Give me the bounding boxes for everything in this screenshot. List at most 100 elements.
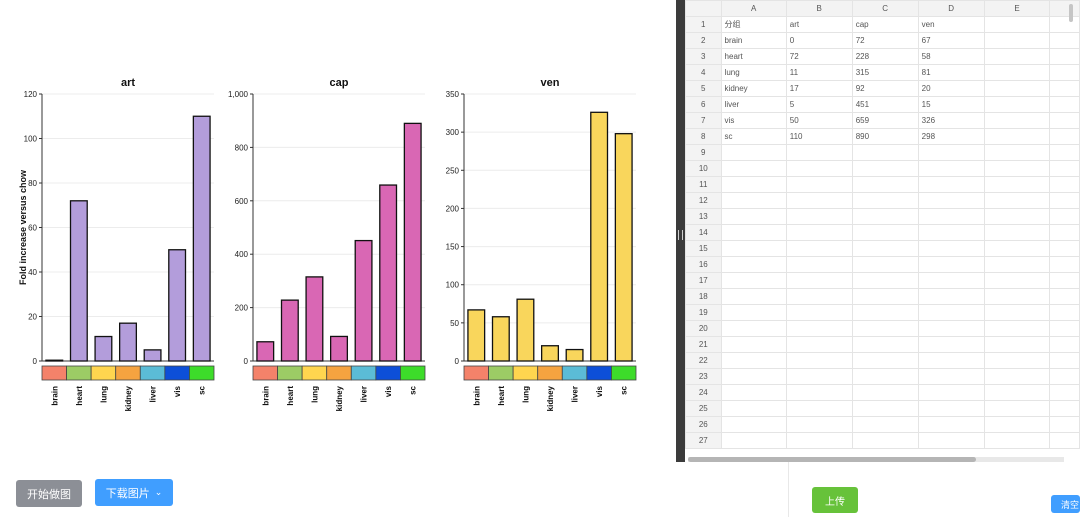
sheet-cell[interactable] (785, 208, 853, 225)
sheet-cell[interactable] (1049, 32, 1080, 49)
sheet-cell[interactable] (1049, 336, 1080, 353)
row-header[interactable]: 17 (685, 272, 722, 289)
sheet-cell[interactable] (983, 16, 1051, 33)
sheet-cell[interactable] (1049, 96, 1080, 113)
sheet-cell[interactable] (1049, 400, 1080, 417)
sheet-cell[interactable]: cap (851, 16, 919, 33)
sheet-cell[interactable]: 315 (851, 64, 919, 81)
sheet-cell[interactable]: liver (720, 96, 787, 113)
sheet-cell[interactable] (1049, 16, 1080, 33)
sheet-cell[interactable] (917, 256, 985, 273)
sheet-cell[interactable] (720, 336, 787, 353)
column-header[interactable] (1049, 0, 1080, 17)
sheet-cell[interactable] (785, 320, 853, 337)
sheet-cell[interactable] (785, 240, 853, 257)
sheet-cell[interactable] (983, 288, 1051, 305)
sheet-cell[interactable] (1049, 240, 1080, 257)
sheet-cell[interactable] (1049, 176, 1080, 193)
sheet-cell[interactable] (983, 192, 1051, 209)
sheet-cell[interactable]: 分组 (720, 16, 787, 33)
row-header[interactable]: 13 (685, 208, 722, 225)
sheet-cell[interactable] (851, 240, 919, 257)
sheet-cell[interactable] (983, 80, 1051, 97)
sheet-cell[interactable] (851, 272, 919, 289)
sheet-cell[interactable] (720, 416, 787, 433)
sheet-cell[interactable] (851, 288, 919, 305)
sheet-cell[interactable]: 20 (917, 80, 985, 97)
sheet-cell[interactable] (851, 320, 919, 337)
sheet-cell[interactable] (785, 288, 853, 305)
sheet-cell[interactable] (917, 272, 985, 289)
sheet-cell[interactable]: 228 (851, 48, 919, 65)
sheet-cell[interactable]: 5 (785, 96, 853, 113)
sheet-cell[interactable] (851, 304, 919, 321)
sheet-cell[interactable] (983, 160, 1051, 177)
sheet-cell[interactable] (917, 320, 985, 337)
sheet-cell[interactable] (1049, 320, 1080, 337)
row-header[interactable]: 20 (685, 320, 722, 337)
sheet-cell[interactable] (1049, 304, 1080, 321)
sheet-cell[interactable] (983, 128, 1051, 145)
sheet-cell[interactable]: 58 (917, 48, 985, 65)
row-header[interactable]: 22 (685, 352, 722, 369)
sheet-cell[interactable] (720, 256, 787, 273)
column-header[interactable]: D (917, 0, 985, 17)
sheet-cell[interactable] (785, 160, 853, 177)
sheet-cell[interactable] (983, 272, 1051, 289)
vertical-scroll-thumb[interactable] (1069, 4, 1073, 22)
sheet-cell[interactable] (851, 384, 919, 401)
row-header[interactable]: 21 (685, 336, 722, 353)
sheet-cell[interactable] (785, 272, 853, 289)
sheet-cell[interactable]: 15 (917, 96, 985, 113)
download-image-button[interactable]: 下载图片 ⌄ (95, 479, 173, 506)
row-header[interactable]: 14 (685, 224, 722, 241)
sheet-cell[interactable]: 72 (851, 32, 919, 49)
sheet-cell[interactable]: 17 (785, 80, 853, 97)
sheet-cell[interactable] (1049, 144, 1080, 161)
upload-button[interactable]: 上传 (812, 487, 858, 513)
sheet-cell[interactable]: heart (720, 48, 787, 65)
sheet-cell[interactable] (785, 384, 853, 401)
sheet-cell[interactable] (1049, 224, 1080, 241)
sheet-cell[interactable] (917, 384, 985, 401)
sheet-cell[interactable] (785, 144, 853, 161)
sheet-cell[interactable] (720, 288, 787, 305)
sheet-cell[interactable] (983, 224, 1051, 241)
sheet-cell[interactable] (917, 240, 985, 257)
sheet-cell[interactable] (983, 96, 1051, 113)
sheet-cell[interactable] (720, 320, 787, 337)
row-header[interactable]: 3 (685, 48, 722, 65)
sheet-cell[interactable] (785, 224, 853, 241)
sheet-cell[interactable] (983, 320, 1051, 337)
row-header[interactable]: 19 (685, 304, 722, 321)
sheet-cell[interactable] (851, 192, 919, 209)
sheet-cell[interactable] (917, 288, 985, 305)
sheet-cell[interactable] (851, 160, 919, 177)
sheet-cell[interactable] (1049, 288, 1080, 305)
sheet-cell[interactable] (785, 352, 853, 369)
sheet-cell[interactable] (851, 208, 919, 225)
sheet-cell[interactable] (785, 416, 853, 433)
sheet-cell[interactable] (983, 368, 1051, 385)
sheet-cell[interactable] (983, 240, 1051, 257)
sheet-cell[interactable] (720, 400, 787, 417)
sheet-cell[interactable] (1049, 192, 1080, 209)
sheet-cell[interactable] (720, 176, 787, 193)
sheet-cell[interactable] (983, 384, 1051, 401)
start-plot-button[interactable]: 开始做图 (16, 480, 82, 507)
sheet-cell[interactable] (983, 176, 1051, 193)
sheet-cell[interactable] (1049, 112, 1080, 129)
sheet-cell[interactable] (917, 368, 985, 385)
sheet-cell[interactable] (851, 400, 919, 417)
sheet-cell[interactable] (785, 176, 853, 193)
row-header[interactable]: 16 (685, 256, 722, 273)
sheet-cell[interactable] (785, 400, 853, 417)
sheet-cell[interactable]: 451 (851, 96, 919, 113)
sheet-cell[interactable] (983, 416, 1051, 433)
sheet-cell[interactable]: 72 (785, 48, 853, 65)
sheet-cell[interactable] (983, 304, 1051, 321)
sheet-cell[interactable] (1049, 272, 1080, 289)
sheet-cell[interactable] (917, 176, 985, 193)
sheet-cell[interactable] (720, 432, 787, 449)
sheet-cell[interactable] (983, 144, 1051, 161)
